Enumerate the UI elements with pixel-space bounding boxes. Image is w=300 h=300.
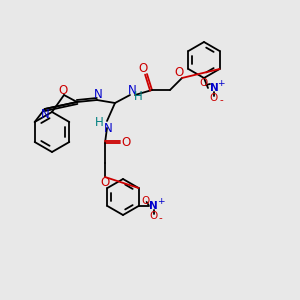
Text: +: + <box>157 197 164 206</box>
Text: O: O <box>100 176 109 190</box>
Text: -: - <box>219 95 223 105</box>
Text: -: - <box>159 213 163 223</box>
Text: N: N <box>149 201 158 211</box>
Text: O: O <box>174 65 184 79</box>
Text: +: + <box>217 80 225 88</box>
Text: H: H <box>134 89 142 103</box>
Text: N: N <box>210 83 218 93</box>
Text: O: O <box>210 93 218 103</box>
Text: N: N <box>128 83 136 97</box>
Text: N: N <box>41 107 50 121</box>
Text: O: O <box>142 196 150 206</box>
Text: O: O <box>58 83 68 97</box>
Text: N: N <box>103 122 112 134</box>
Text: O: O <box>122 136 130 149</box>
Text: N: N <box>94 88 102 101</box>
Text: O: O <box>149 211 158 221</box>
Text: O: O <box>138 62 148 76</box>
Text: H: H <box>94 116 103 130</box>
Text: O: O <box>200 78 208 88</box>
